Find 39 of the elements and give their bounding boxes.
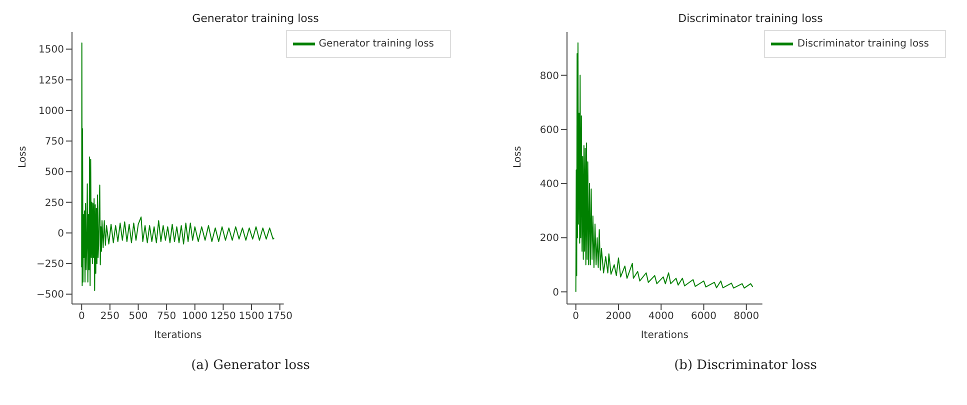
x-tick-label: 0	[572, 311, 580, 322]
y-tick-label: 0	[552, 287, 559, 298]
x-tick-label: 1500	[238, 311, 264, 322]
chart-title: Discriminator training loss	[678, 12, 824, 25]
x-tick-label: 1250	[210, 311, 236, 322]
y-tick-label: 1250	[38, 75, 64, 86]
x-tick-label: 250	[100, 311, 120, 322]
legend-label: Generator training loss	[318, 38, 434, 50]
x-tick-label: 1000	[182, 311, 208, 322]
line-series	[575, 42, 754, 292]
x-tick-label: 8000	[734, 311, 760, 322]
y-tick-label: 250	[44, 198, 64, 209]
y-tick-label: 500	[44, 167, 64, 178]
x-tick-label: 750	[157, 311, 176, 322]
text: (a) Generator loss	[190, 358, 311, 373]
x-tick-label: 500	[128, 311, 148, 322]
x-tick-label: 2000	[606, 311, 632, 322]
y-tick-label: −250	[36, 259, 64, 270]
y-axis-title: Loss	[18, 146, 29, 168]
y-tick-label: 800	[540, 70, 559, 82]
y-axis-title: Loss	[512, 146, 524, 168]
y-tick-label: 1000	[38, 106, 64, 117]
text: (b) Discriminator loss	[673, 358, 818, 373]
line-series	[81, 42, 275, 292]
y-tick-label: 1500	[38, 44, 64, 56]
y-tick-label: 400	[540, 179, 559, 190]
x-tick-label: 1750	[267, 311, 293, 322]
y-tick-label: 600	[540, 124, 559, 136]
chart-title: Generator training loss	[192, 12, 320, 25]
x-axis-title: Iterations	[640, 330, 688, 341]
x-tick-label: 6000	[691, 311, 716, 322]
y-tick-label: 0	[58, 228, 64, 240]
x-tick-label: 4000	[648, 311, 674, 322]
y-tick-label: 750	[44, 136, 64, 148]
y-tick-label: 200	[540, 233, 559, 244]
x-axis-title: Iterations	[154, 330, 202, 341]
legend-label: Discriminator training loss	[797, 38, 929, 50]
x-tick-label: 0	[78, 311, 85, 322]
y-tick-label: −500	[36, 290, 64, 301]
